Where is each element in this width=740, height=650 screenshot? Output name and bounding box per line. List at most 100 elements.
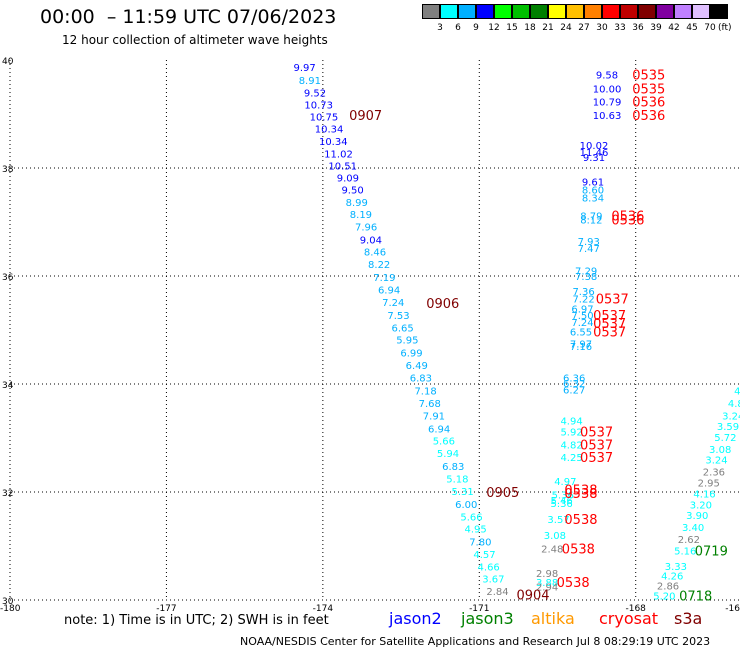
pass-time-label: 0537 [593, 317, 626, 332]
swh-value: 4.94 [560, 417, 582, 428]
pass-time-label: 0536 [632, 109, 665, 124]
scale-label: 39 [650, 23, 662, 33]
scale-unit: (ft) [718, 23, 732, 33]
swh-value: 8.19 [350, 210, 372, 221]
swh-value: 3.24 [722, 411, 740, 422]
swh-value: 7.16 [570, 342, 592, 353]
y-tick-label: 30 [2, 597, 14, 607]
swh-value: 3.24 [705, 456, 727, 467]
swh-value: 4. [734, 386, 740, 397]
pass-time-label: 0904 [516, 589, 549, 604]
swh-value: 5.16 [674, 546, 696, 557]
swh-value: 3.57 [547, 515, 569, 526]
scale-label: 70 [704, 23, 716, 33]
swh-value: 7.96 [355, 222, 377, 233]
y-tick-label: 32 [2, 489, 13, 499]
swh-value: 3.08 [544, 531, 566, 542]
swh-value: 5.66 [433, 437, 455, 448]
swh-value: 5.72 [714, 433, 736, 444]
x-tick-label: -171 [469, 604, 489, 614]
pass-time-label: 0719 [695, 544, 728, 559]
chart-subtitle: 12 hour collection of altimeter wave hei… [62, 33, 328, 47]
pass-time-label: 0537 [593, 309, 626, 324]
swh-value: 7.38 [575, 272, 597, 283]
swh-value: 4.95 [465, 525, 487, 536]
swh-value: 6.55 [570, 328, 592, 339]
swh-value: 9.97 [293, 63, 315, 74]
pass-time-label: 0907 [349, 109, 382, 124]
pass-time-label: 0718 [679, 590, 712, 605]
swh-value: 8.34 [582, 194, 604, 205]
swh-value: 6.27 [563, 385, 585, 396]
swh-value: 8.12 [580, 215, 602, 226]
scale-label: 12 [488, 23, 500, 33]
chart-title: 00:00 – 11:59 UTC 07/06/2023 [40, 6, 337, 28]
pass-time-label: 0905 [486, 486, 519, 501]
scale-swatch [710, 4, 728, 19]
swh-value: 2.48 [541, 545, 563, 556]
swh-value: 10.73 [304, 100, 333, 111]
swh-value: 4.97 [554, 477, 576, 488]
swh-value: 2.36 [703, 467, 725, 478]
swh-value: 8.22 [368, 260, 390, 271]
swh-value: 7.97 [570, 340, 592, 351]
swh-value: 8.79 [580, 212, 602, 223]
swh-value: 6.83 [442, 462, 464, 473]
swh-value: 4.57 [473, 550, 495, 561]
pass-time-label: 0538 [564, 483, 597, 498]
scale-label: 27 [578, 23, 590, 33]
swh-value: 5.36 [552, 491, 574, 502]
swh-value: 10.34 [319, 137, 348, 148]
scale-label: 45 [686, 23, 698, 33]
scale-swatch [566, 4, 584, 19]
swh-value: 10.79 [593, 98, 622, 109]
swh-value: 5.46 [551, 496, 573, 507]
x-tick-label: -168 [625, 604, 646, 614]
pass-time-label: 0537 [580, 438, 613, 453]
swh-value: 6.94 [428, 424, 450, 435]
scale-swatch [602, 4, 620, 19]
swh-value: 6.99 [400, 349, 422, 360]
swh-value: 6.97 [571, 304, 593, 315]
pass-time-label: 0538 [562, 543, 595, 558]
swh-value: 6.32 [563, 379, 585, 390]
swh-value: 8.60 [582, 186, 604, 197]
pass-time-label: 0906 [426, 297, 459, 312]
swh-value: 7.93 [578, 237, 600, 248]
swh-value: 9.50 [341, 186, 363, 197]
swh-value: 3.88 [536, 578, 558, 589]
scale-swatch [422, 4, 440, 19]
scale-label: 21 [542, 23, 554, 33]
swh-value: 5.31 [451, 487, 473, 498]
scale-label: 18 [524, 23, 536, 33]
scale-label: 9 [473, 23, 479, 33]
swh-value: 7.18 [414, 386, 436, 397]
swh-value: 4.25 [560, 453, 582, 464]
swh-value: 10.51 [328, 161, 357, 172]
scale-swatch [512, 4, 530, 19]
swh-value: 5.36 [551, 499, 573, 510]
swh-value: 6.94 [378, 286, 400, 297]
swh-value: 4.16 [693, 490, 715, 501]
x-tick-label: -177 [156, 604, 176, 614]
swh-value: 7.24 [571, 318, 593, 329]
swh-value: 7.19 [373, 273, 395, 284]
legend-altika: altika [531, 609, 575, 628]
swh-value: 8.91 [299, 76, 321, 87]
pass-time-label: 0536 [611, 213, 644, 228]
swh-value: 3.40 [682, 523, 704, 534]
legend-jason2: jason2 [389, 609, 442, 628]
y-tick-label: 40 [2, 57, 14, 67]
y-tick-label: 38 [2, 165, 14, 175]
swh-value: 11.02 [324, 149, 353, 160]
swh-value: 3.33 [665, 562, 687, 573]
swh-value: 6.83 [410, 374, 432, 385]
scale-label: 42 [668, 23, 680, 33]
swh-value: 9.61 [582, 178, 604, 189]
swh-value: 10.02 [580, 141, 609, 152]
scale-swatch [620, 4, 638, 19]
scale-swatch [530, 4, 548, 19]
swh-value: 7.91 [423, 411, 445, 422]
pass-time-label: 0536 [632, 96, 665, 111]
swh-value: 6.65 [392, 323, 414, 334]
